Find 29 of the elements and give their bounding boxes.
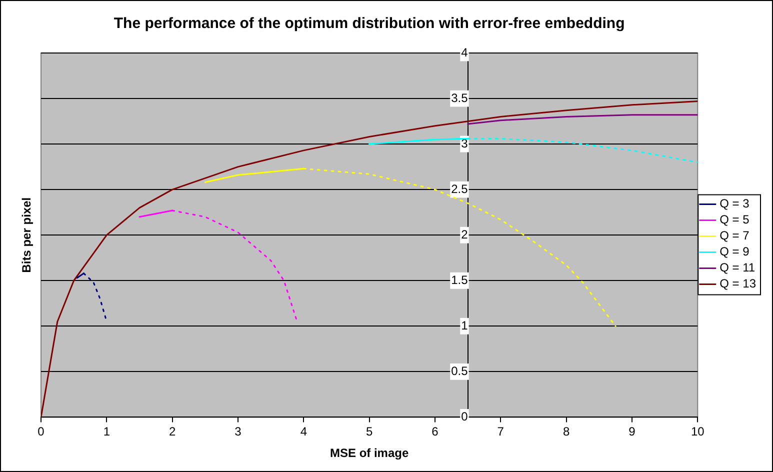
x-axis-title: MSE of image xyxy=(330,446,409,460)
chart-title: The performance of the optimum distribution with error-free embedding xyxy=(114,15,625,32)
y-tick-label: 3.5 xyxy=(451,90,468,105)
legend-label: Q = 11 xyxy=(720,260,756,275)
x-tick-label: 3 xyxy=(234,424,242,439)
legend-label: Q = 5 xyxy=(720,212,750,227)
x-tick-label: 0 xyxy=(38,424,45,439)
y-tick-label: 2 xyxy=(461,227,468,242)
y-axis-title: Bits per pixel xyxy=(19,197,34,273)
x-tick-label: 7 xyxy=(497,424,504,439)
y-tick-label: 1.5 xyxy=(451,272,468,287)
y-tick-label: 2.5 xyxy=(451,182,468,196)
y-tick-label: 4 xyxy=(461,45,468,60)
x-tick-label: 4 xyxy=(300,424,308,439)
y-tick-label: 1 xyxy=(461,318,468,332)
legend-label: Q = 13 xyxy=(720,276,756,291)
x-tick-label: 2 xyxy=(168,424,176,439)
x-tick-label: 5 xyxy=(366,424,373,439)
legend-label: Q = 7 xyxy=(720,228,750,243)
x-tick-label: 1 xyxy=(103,424,110,439)
x-tick-label: 9 xyxy=(628,424,636,439)
x-tick-label: 10 xyxy=(690,424,705,439)
legend-label: Q = 3 xyxy=(720,196,750,211)
y-tick-label: 3 xyxy=(461,136,468,150)
x-tick-label: 8 xyxy=(562,424,570,439)
legend-label: Q = 9 xyxy=(720,244,750,259)
y-tick-label: 0.5 xyxy=(451,364,468,378)
y-tick-label: 0 xyxy=(461,410,468,424)
x-tick-label: 6 xyxy=(432,424,439,439)
